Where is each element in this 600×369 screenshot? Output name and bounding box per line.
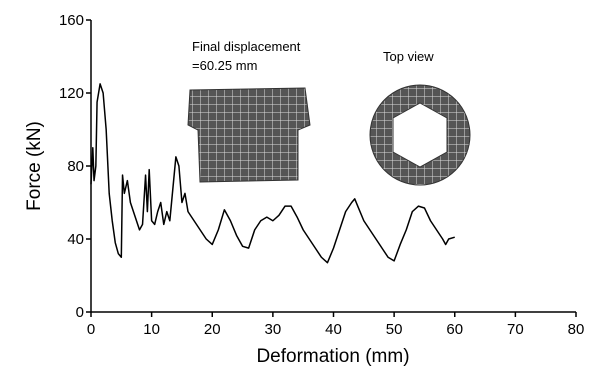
y-tick-label: 0 xyxy=(76,304,84,321)
chart: Final displacement =60.25 mm Top view De… xyxy=(0,0,600,369)
annotation: =60.25 mm xyxy=(192,58,257,73)
x-tick-label: 20 xyxy=(204,321,221,338)
x-tick-label: 10 xyxy=(143,321,160,338)
mesh-side-view xyxy=(188,88,310,182)
x-axis-label: Deformation (mm) xyxy=(256,346,409,367)
x-tick-label: 70 xyxy=(507,321,524,338)
x-tick-label: 40 xyxy=(325,321,342,338)
x-tick-label: 0 xyxy=(87,321,95,338)
mesh-top-view xyxy=(370,85,470,185)
y-axis-label: Force (kN) xyxy=(24,121,45,211)
y-tick-label: 40 xyxy=(67,231,84,248)
y-tick-label: 120 xyxy=(59,85,84,102)
x-tick-label: 80 xyxy=(568,321,585,338)
y-tick-label: 80 xyxy=(67,158,84,175)
annotation: Final displacement xyxy=(192,39,301,54)
annotation: Top view xyxy=(383,49,434,64)
x-tick-label: 60 xyxy=(446,321,463,338)
page: {"chart_data": {"type": "line", "x_label… xyxy=(0,0,600,369)
x-tick-label: 50 xyxy=(386,321,403,338)
x-tick-label: 30 xyxy=(265,321,282,338)
y-tick-label: 160 xyxy=(59,12,84,29)
